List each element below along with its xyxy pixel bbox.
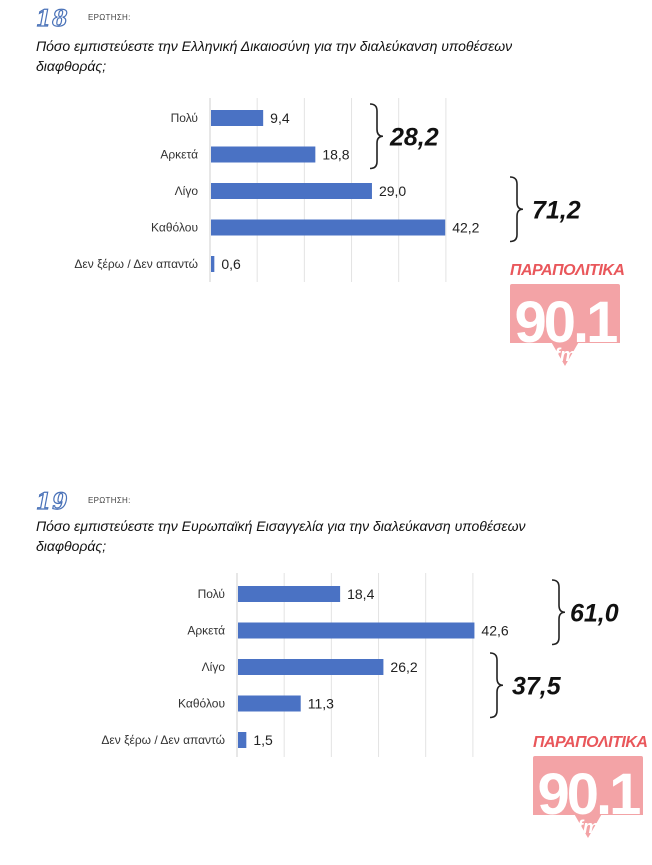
chart-panel-18: 18 ΕΡΩΤΗΣΗ: Πόσο εμπιστεύεστε την Ελληνι… bbox=[0, 0, 652, 430]
question-line-2: διαφθοράς; bbox=[36, 58, 107, 74]
category-label: Λίγο bbox=[202, 660, 226, 674]
question-number: 19 bbox=[35, 488, 69, 515]
category-label: Λίγο bbox=[175, 184, 199, 198]
bar-chart-18: Πολύ 9,4 Αρκετά 18,8 Λίγο 29,0 Καθόλου 42,2 Δεν … bbox=[74, 98, 581, 282]
data-label: 11,3 bbox=[308, 696, 334, 712]
data-label: 18,4 bbox=[347, 586, 374, 602]
data-label: 26,2 bbox=[390, 659, 417, 675]
data-label: 1,5 bbox=[253, 732, 273, 748]
bar bbox=[211, 219, 446, 236]
group-total-label: 71,2 bbox=[532, 196, 581, 224]
question-label: ΕΡΩΤΗΣΗ: bbox=[88, 496, 131, 505]
bar bbox=[238, 659, 384, 675]
bar bbox=[238, 586, 341, 602]
logo-unit: fm bbox=[577, 817, 599, 837]
group-brace bbox=[509, 176, 524, 243]
logo-brand: ΠΑΡΑΠΟΛΙΤΙΚΑ bbox=[533, 734, 648, 751]
bar bbox=[211, 110, 264, 126]
bar bbox=[238, 622, 475, 639]
logo-frequency: 90.1 bbox=[537, 762, 642, 827]
category-label: Πολύ bbox=[171, 111, 198, 125]
question-text: Πόσο εμπιστεύεστε την Ευρωπαϊκή Εισαγγελ… bbox=[36, 516, 596, 556]
category-label: Καθόλου bbox=[151, 221, 198, 235]
question-text: Πόσο εμπιστεύεστε την Ελληνική Δικαιοσύν… bbox=[36, 36, 596, 76]
bar bbox=[238, 695, 301, 712]
group-brace bbox=[369, 103, 384, 170]
data-label: 29,0 bbox=[379, 183, 406, 199]
logo-unit: fm bbox=[554, 345, 576, 365]
data-label: 9,4 bbox=[270, 110, 290, 126]
bar bbox=[238, 732, 247, 748]
chart-panel-19: 19 ΕΡΩΤΗΣΗ: Πόσο εμπιστεύεστε την Ευρωπα… bbox=[0, 485, 652, 865]
group-brace bbox=[489, 652, 504, 719]
question-label: ΕΡΩΤΗΣΗ: bbox=[88, 13, 131, 22]
category-label: Δεν ξέρω / Δεν απαντώ bbox=[74, 257, 198, 271]
question-line-1: Πόσο εμπιστεύεστε την Ευρωπαϊκή Εισαγγελ… bbox=[36, 518, 526, 534]
bar bbox=[211, 183, 372, 199]
group-total-label: 37,5 bbox=[512, 672, 562, 700]
radio-logo: ΠΑΡΑΠΟΛΙΤΙΚΑ 90.1 fm bbox=[533, 734, 648, 854]
logo-frequency: 90.1 bbox=[514, 290, 619, 355]
bar-chart-19: Πολύ 18,4 Αρκετά 42,6 Λίγο 26,2 Καθόλου 11,3 Δεν… bbox=[101, 573, 619, 757]
logo-brand: ΠΑΡΑΠΟΛΙΤΙΚΑ bbox=[510, 262, 625, 279]
question-line-2: διαφθοράς; bbox=[36, 538, 107, 554]
data-label: 0,6 bbox=[221, 256, 241, 272]
bar bbox=[211, 256, 215, 272]
data-label: 42,2 bbox=[452, 220, 479, 236]
bar bbox=[211, 146, 316, 163]
category-label: Πολύ bbox=[198, 587, 225, 601]
data-label: 42,6 bbox=[481, 623, 508, 639]
category-label: Αρκετά bbox=[187, 624, 225, 638]
question-number: 18 bbox=[35, 5, 69, 32]
category-label: Αρκετά bbox=[160, 148, 198, 162]
group-total-label: 61,0 bbox=[570, 599, 619, 627]
category-label: Δεν ξέρω / Δεν απαντώ bbox=[101, 733, 225, 747]
radio-logo: ΠΑΡΑΠΟΛΙΤΙΚΑ 90.1 fm bbox=[510, 262, 625, 382]
data-label: 18,8 bbox=[322, 147, 349, 163]
group-brace bbox=[551, 579, 566, 646]
question-line-1: Πόσο εμπιστεύεστε την Ελληνική Δικαιοσύν… bbox=[36, 38, 513, 54]
group-total-label: 28,2 bbox=[389, 123, 439, 151]
category-label: Καθόλου bbox=[178, 697, 225, 711]
